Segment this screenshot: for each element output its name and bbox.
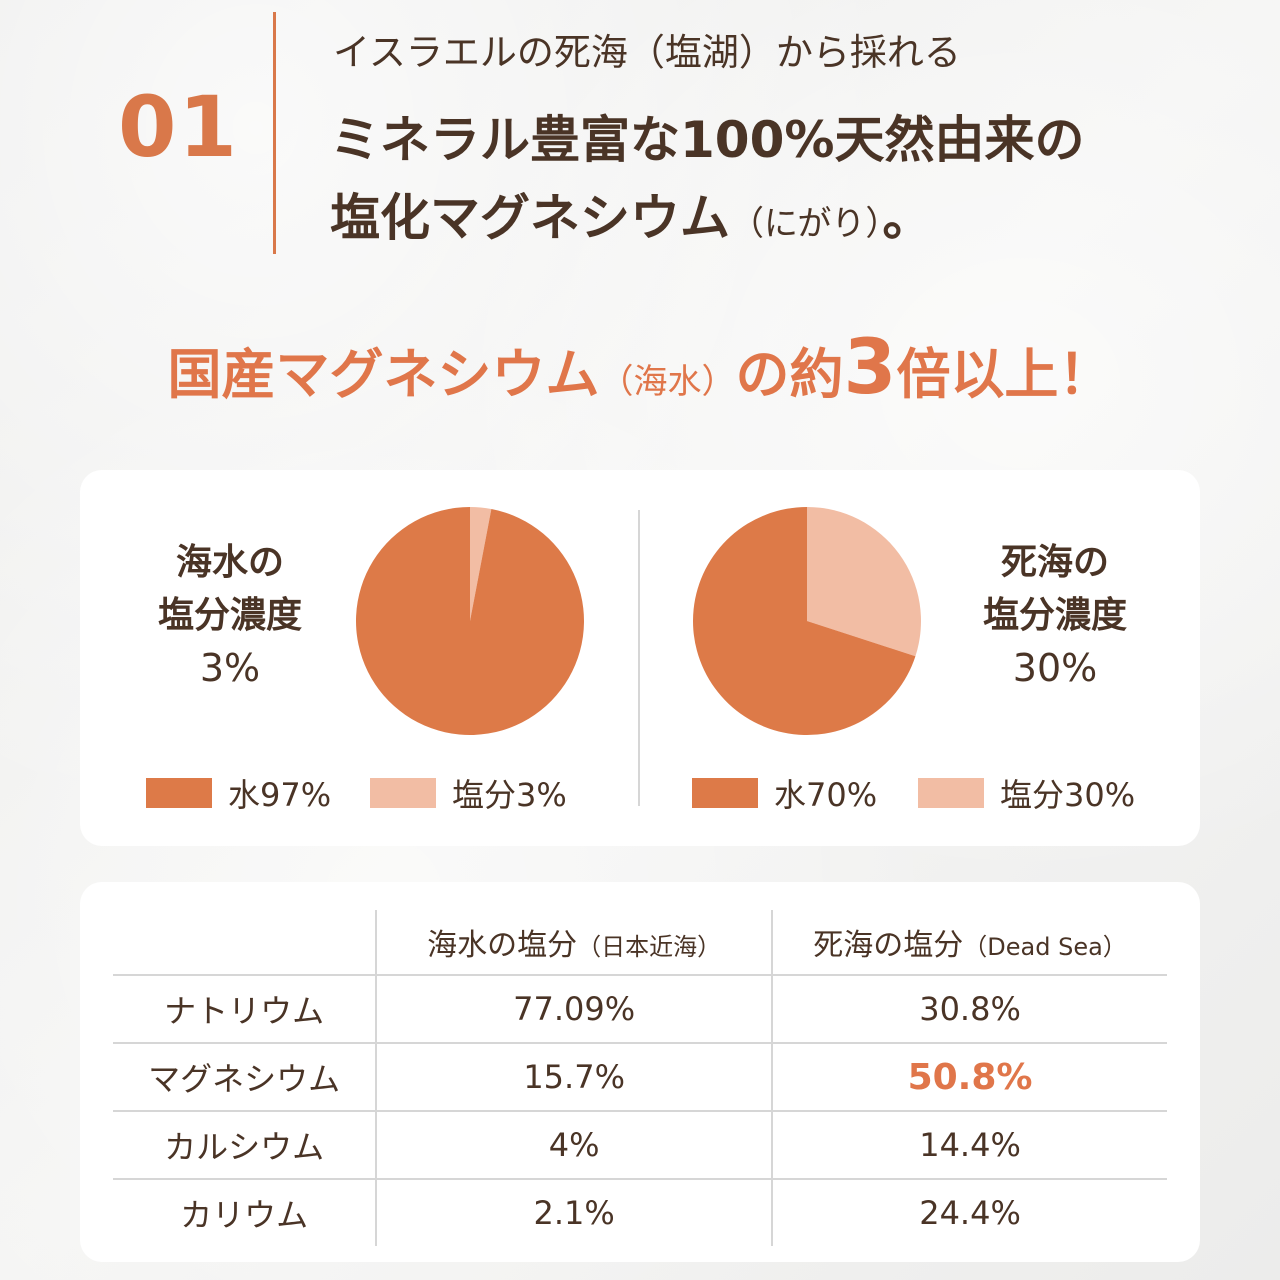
legend-label: 塩分3% — [452, 776, 567, 814]
headline-line2-paren: （にがり） — [730, 204, 883, 244]
table-row: ナトリウム 77.09% 30.8% — [113, 975, 1167, 1044]
seawater-pie-chart — [356, 507, 584, 735]
headline-line2: 塩化マグネシウム（にがり）。 — [330, 178, 932, 250]
table-cell-mineral: カリウム — [180, 1196, 309, 1234]
table-row: カルシウム 4% 14.4% — [113, 1111, 1167, 1180]
header-main: 海水の塩分 — [427, 928, 578, 963]
headline-line2-main: 塩化マグネシウム — [330, 189, 730, 247]
headline-line1: ミネラル豊富な100%天然由来の — [330, 111, 1085, 169]
legend-swatch-salt — [370, 778, 436, 808]
deadsea-pie-title: 死海の 塩分濃度 30% — [960, 536, 1150, 695]
legend-label: 塩分30% — [1000, 776, 1136, 814]
table-row: カリウム 2.1% 24.4% — [113, 1179, 1167, 1246]
pie-slice-water — [693, 507, 916, 735]
table-header-deadsea: 死海の塩分（Dead Sea） — [771, 910, 1167, 976]
legend-seawater-water: 水97% — [146, 770, 331, 816]
table-cell-mineral: マグネシウム — [113, 1043, 377, 1112]
table-header-seawater: 海水の塩分（日本近海） — [375, 910, 773, 976]
legend-deadsea-water: 水70% — [692, 770, 877, 816]
pie-charts-card: 海水の 塩分濃度 3% 死海の 塩分濃度 30% 水97% 塩分3% 水70% … — [80, 470, 1200, 846]
legend-deadsea-salt: 塩分30% — [918, 770, 1135, 816]
table-header-empty — [113, 910, 377, 976]
tagline-big-number: 3 — [843, 322, 897, 411]
deadsea-pie-chart — [693, 507, 921, 735]
header-sub: （日本近海） — [577, 933, 722, 961]
table-header-row: 海水の塩分（日本近海） 死海の塩分（Dead Sea） — [113, 910, 1167, 976]
table-cell-deadsea: 14.4% — [771, 1111, 1167, 1180]
section-number: 01 — [118, 78, 239, 176]
tagline-part1: 国産マグネシウム — [167, 343, 600, 406]
legend-swatch-salt — [918, 778, 984, 808]
deadsea-title-line1: 死海の — [1000, 542, 1109, 583]
header-main: 死海の塩分 — [813, 928, 964, 963]
table-cell-seawater: 2.1% — [375, 1179, 773, 1246]
composition-table-card: 海水の塩分（日本近海） 死海の塩分（Dead Sea） ナトリウム 77.09%… — [80, 882, 1200, 1262]
table-cell-seawater: 15.7% — [375, 1043, 773, 1112]
table-cell-mineral: カルシウム — [113, 1111, 377, 1180]
seawater-title-line1: 海水の — [175, 542, 284, 583]
table-cell-seawater: 77.09% — [375, 975, 773, 1044]
salt-composition-table: 海水の塩分（日本近海） 死海の塩分（Dead Sea） ナトリウム 77.09%… — [113, 910, 1167, 1246]
deadsea-title-value: 30% — [1012, 646, 1098, 690]
deadsea-title-line2: 塩分濃度 — [982, 595, 1127, 636]
tagline: 国産マグネシウム（海水）の約3倍以上！ — [0, 322, 1280, 411]
seawater-title-line2: 塩分濃度 — [157, 595, 302, 636]
seawater-title-value: 3% — [199, 646, 261, 690]
pie-slice-water — [356, 507, 584, 735]
table-cell-seawater: 4% — [375, 1111, 773, 1180]
table-cell-mineral: ナトリウム — [113, 975, 377, 1044]
legend-swatch-water — [692, 778, 758, 808]
headline-line2-end: 。 — [882, 189, 933, 247]
legend-seawater-salt: 塩分3% — [370, 770, 567, 816]
tagline-part3: 倍以上！ — [896, 343, 1113, 406]
header-subtitle: イスラエルの死海（塩湖）から採れる — [333, 31, 961, 74]
header-sub: （Dead Sea） — [963, 933, 1127, 961]
legend-label: 水70% — [774, 776, 878, 814]
table-cell-deadsea-highlight: 50.8% — [771, 1043, 1167, 1112]
header: 01 イスラエルの死海（塩湖）から採れる ミネラル豊富な100%天然由来の 塩化… — [0, 0, 1280, 280]
legend-swatch-water — [146, 778, 212, 808]
pie-slice-salt — [807, 507, 921, 657]
table-cell-deadsea: 24.4% — [771, 1179, 1167, 1246]
seawater-pie-title: 海水の 塩分濃度 3% — [140, 536, 320, 695]
pie-slice-salt — [470, 507, 492, 621]
table-row: マグネシウム 15.7% 50.8% — [113, 1043, 1167, 1112]
pie-divider — [638, 510, 640, 806]
table-cell-deadsea: 30.8% — [771, 975, 1167, 1044]
tagline-part2: の約 — [735, 343, 844, 406]
tagline-paren: （海水） — [599, 362, 736, 402]
header-divider — [273, 12, 276, 254]
legend-label: 水97% — [228, 776, 332, 814]
